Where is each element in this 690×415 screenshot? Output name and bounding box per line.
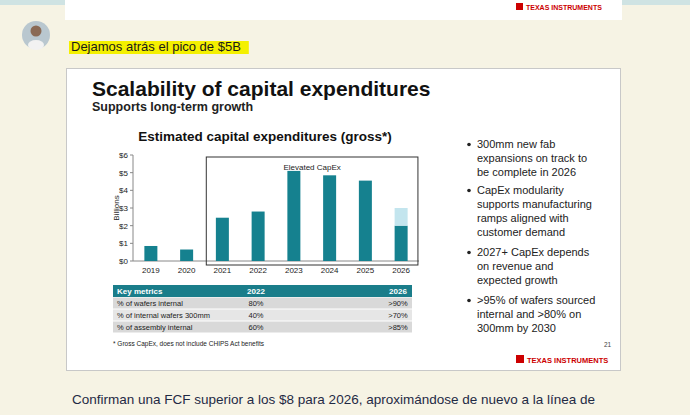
table-cell: % of wafers internal [117,299,183,308]
bullet-dot [467,251,471,255]
bullet-dot [467,189,471,193]
x-tick-label: 2021 [213,266,231,275]
y-tick-label: $1 [119,239,128,248]
bullet-line: CapEx modularity [477,184,564,196]
table-cell: >90% [388,299,408,308]
x-tick-label: 2025 [356,266,374,275]
y-tick [130,243,133,244]
y-tick-label: $6 [119,151,128,160]
page-number: 21 [604,341,612,348]
y-tick-label: $5 [119,169,128,178]
bullet-line: expected growth [477,274,558,286]
logo-icon [516,3,523,10]
y-tick-label: $4 [119,186,128,195]
page: TEXAS INSTRUMENTS Dejamos atrás el pico d… [0,0,690,415]
bullet-dot [467,299,471,303]
annotation-label: Elevated CapEx [283,163,340,172]
x-tick-label: 2019 [142,266,160,275]
table-cell: % of internal wafers 300mm [117,311,210,320]
table-cell: 80% [248,299,263,308]
chart-title: Estimated capital expenditures (gross*) [138,129,392,144]
highlight-text: Dejamos atrás el pico de $5B [71,39,241,54]
bullet-line: customer demand [477,226,565,238]
table-cell: 40% [248,311,263,320]
bullet-line: internal and >80% on [477,308,581,320]
slide-subtitle: Supports long-term growth [92,100,253,114]
table-cell: >70% [388,311,408,320]
bar [287,171,300,261]
y-tick [130,225,133,226]
bullet-line: 300mm by 2030 [477,322,556,334]
bar [359,181,372,261]
bar [216,218,229,261]
bar [180,250,193,261]
ti-logo-icon [516,355,524,363]
slide-title: Scalability of capital expenditures [92,77,430,100]
table-header-cell: 2022 [247,287,265,296]
bars [144,171,407,261]
x-tick-label: 2022 [249,266,267,275]
table-cell: 60% [248,323,263,332]
bar [395,208,408,226]
table-header-cell: 2026 [389,287,407,296]
table-header-cell: Key metrics [117,287,163,296]
y-tick-label: $3 [119,204,128,213]
bullet-line: 300mm new fab [477,138,555,150]
y-tick [130,208,133,209]
footnote: * Gross CapEx, does not include CHIPS Ac… [113,340,265,348]
bullet-line: 2027+ CapEx depends [477,246,590,258]
bullet-line: be complete in 2026 [477,166,576,178]
x-tick-label: 2023 [285,266,303,275]
x-tick-label: 2024 [321,266,339,275]
bullet-line: >95% of wafers sourced [477,294,595,306]
avatar-head [31,26,42,37]
bar [323,175,336,261]
y-tick [130,172,133,173]
y-tick-label: $0 [119,257,128,266]
table-row [113,322,412,333]
bullet-line: expansions on track to [477,152,587,164]
bar [395,226,408,261]
y-tick [130,261,133,262]
previous-slide-edge [65,0,622,20]
bar [252,212,265,261]
annotation-box [206,157,418,265]
x-axis [133,261,419,262]
bullet-line: supports manufacturing [477,198,592,210]
bullet-line: on revenue and [477,260,553,272]
table-cell: % of assembly internal [117,323,193,332]
y-tick [130,190,133,191]
avatar-body [28,40,44,50]
avatar [22,21,50,49]
table-row [113,310,412,321]
slide [67,69,621,371]
table-header [113,285,412,297]
y-tick [130,155,133,156]
ti-logo: TEXAS INSTRUMENTS [527,356,608,365]
bullet-dot [467,143,471,147]
x-tick-label: 2026 [392,266,410,275]
x-tick-label: 2020 [178,266,196,275]
header-logo: TEXAS INSTRUMENTS [526,4,602,11]
table-cell: >85% [388,323,408,332]
y-tick-label: $2 [119,222,128,231]
post-body: Confirman una FCF superior a los $8 para… [72,392,595,407]
bar [144,246,157,261]
bullet-line: ramps aligned with [477,212,569,224]
table-row [113,298,412,309]
